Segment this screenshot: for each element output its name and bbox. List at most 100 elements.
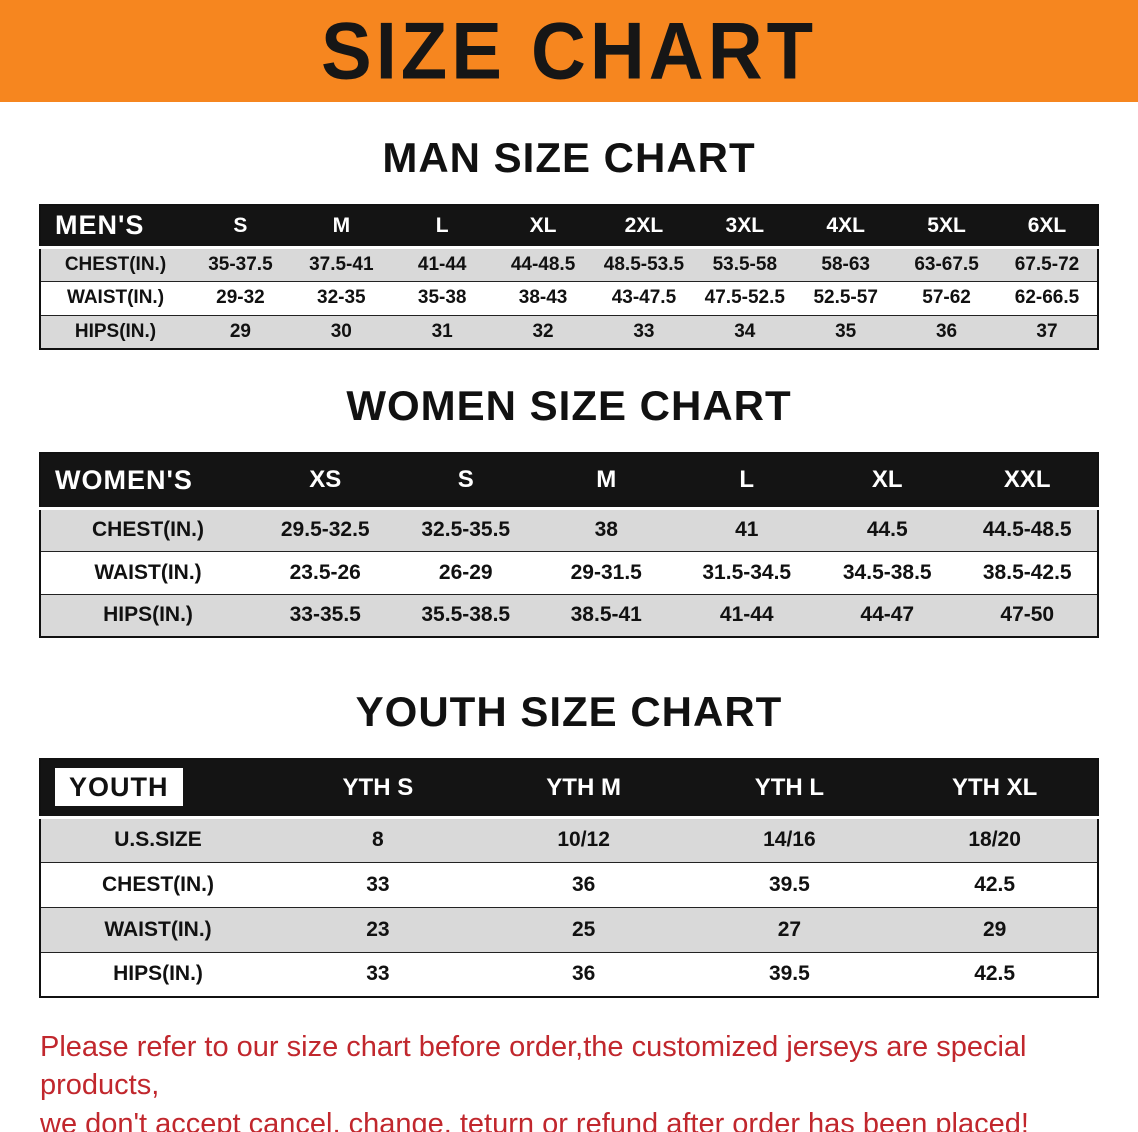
size-column-header: YTH S xyxy=(275,759,481,819)
measurement-row: HIPS(IN.) 33-35.5 35.5-38.5 38.5-41 41-44 44-… xyxy=(40,594,1098,637)
size-value-cell: 34.5-38.5 xyxy=(842,560,932,584)
size-column-header: M xyxy=(290,205,392,249)
size-value-cell: 58-63 xyxy=(821,253,870,275)
row-label: CHEST(IN.) xyxy=(92,518,204,541)
row-label: HIPS(IN.) xyxy=(74,320,157,342)
row-label: HIPS(IN.) xyxy=(103,603,193,627)
size-value-cell: 44.5-48.5 xyxy=(982,518,1072,541)
size-value-cell: 10/12 xyxy=(557,828,610,851)
size-value-cell: 29.5-32.5 xyxy=(280,518,370,541)
size-column-header: YTH XL xyxy=(892,759,1098,819)
size-value-cell: 39.5 xyxy=(768,872,810,896)
size-value-cell: 37.5-41 xyxy=(309,253,374,275)
size-value-cell: 29 xyxy=(982,917,1007,941)
size-chart-banner: SIZE CHART xyxy=(0,0,1138,102)
measurement-row: WAIST(IN.) 29-32 32-35 35-38 38-43 43-47.5 47.… xyxy=(40,281,1098,315)
row-label: CHEST(IN.) xyxy=(102,872,214,896)
size-column-header: 6XL xyxy=(997,205,1098,249)
size-value-cell: 25 xyxy=(571,917,596,941)
men-header-row: MEN'S S M L XL 2XL 3XL 4XL 5XL 6XL xyxy=(40,205,1098,249)
size-value-cell: 41 xyxy=(735,518,759,541)
size-column-header: L xyxy=(676,453,817,510)
size-value-cell: 62-66.5 xyxy=(1014,287,1080,308)
size-value-cell: 32.5-35.5 xyxy=(421,518,511,541)
size-value-cell: 44.5 xyxy=(866,518,908,541)
size-value-cell: 38.5-42.5 xyxy=(982,560,1072,584)
size-value-cell: 23.5-26 xyxy=(289,560,361,584)
measurement-row: HIPS(IN.) 33 36 39.5 42.5 xyxy=(40,952,1098,997)
size-column-header: XL xyxy=(817,453,958,510)
size-value-cell: 43-47.5 xyxy=(611,287,677,308)
size-value-cell: 18/20 xyxy=(968,828,1021,851)
size-value-cell: 27 xyxy=(777,917,802,941)
size-value-cell: 33 xyxy=(633,320,655,342)
size-value-cell: 42.5 xyxy=(974,962,1016,986)
size-column-header: XS xyxy=(255,453,396,510)
size-value-cell: 44-47 xyxy=(860,603,915,627)
size-value-cell: 35.5-38.5 xyxy=(421,603,511,627)
size-value-cell: 32-35 xyxy=(317,287,366,308)
size-value-cell: 31 xyxy=(431,320,453,342)
size-value-cell: 8 xyxy=(372,828,384,851)
size-value-cell: 42.5 xyxy=(974,872,1016,896)
man-size-chart-heading: MAN SIZE CHART xyxy=(382,134,756,181)
measurement-row: WAIST(IN.) 23 25 27 29 xyxy=(40,907,1098,952)
size-column-header: 2XL xyxy=(593,205,695,249)
footer-disclaimer-line1: Please refer to our size chart before or… xyxy=(40,1031,1027,1102)
size-value-cell: 29-32 xyxy=(216,287,265,308)
size-value-cell: 52.5-57 xyxy=(813,287,878,308)
size-value-cell: 67.5-72 xyxy=(1014,253,1080,275)
size-column-header: XL xyxy=(492,205,594,249)
size-value-cell: 29 xyxy=(229,320,251,342)
women-corner-text: WOMEN'S xyxy=(55,464,193,495)
size-value-cell: 32 xyxy=(532,320,554,342)
measurement-row: CHEST(IN.) 35-37.5 37.5-41 41-44 44-48.5 48.5… xyxy=(40,247,1098,281)
row-label: CHEST(IN.) xyxy=(64,253,167,275)
size-column-header: XXL xyxy=(957,453,1098,510)
size-value-cell: 33 xyxy=(366,872,390,896)
size-column-header: YTH M xyxy=(480,759,687,819)
youth-corner-label: YOUTH xyxy=(40,759,275,819)
size-value-cell: 36 xyxy=(571,962,596,986)
size-value-cell: 34 xyxy=(734,320,756,342)
youth-size-chart-heading: YOUTH SIZE CHART xyxy=(355,688,783,735)
size-column-header: 4XL xyxy=(795,205,897,249)
size-value-cell: 37 xyxy=(1036,320,1058,342)
women-size-chart-heading: WOMEN SIZE CHART xyxy=(346,382,792,429)
women-size-table: WOMEN'S XS S M L XL XXL CHEST(IN.) 29.5-32.5 32.5… xyxy=(39,452,1099,638)
youth-size-table: YOUTH YTH S YTH M YTH L YTH XL U.S.SIZE 8 10/12… xyxy=(39,758,1099,998)
footer-disclaimer-line2: we don't accept cancel, change, teturn o… xyxy=(40,1107,1029,1132)
row-label: WAIST(IN.) xyxy=(104,917,212,941)
size-value-cell: 41-44 xyxy=(719,603,774,627)
size-value-cell: 41-44 xyxy=(417,253,467,275)
measurement-row: U.S.SIZE 8 10/12 14/16 18/20 xyxy=(40,817,1098,862)
size-value-cell: 35 xyxy=(835,320,857,342)
size-value-cell: 33 xyxy=(366,962,390,986)
row-label: HIPS(IN.) xyxy=(113,962,203,986)
measurement-row: WAIST(IN.) 23.5-26 26-29 29-31.5 31.5-34.5 34… xyxy=(40,551,1098,594)
size-value-cell: 29-31.5 xyxy=(570,560,642,584)
footer-disclaimer: Please refer to our size chart before or… xyxy=(40,1028,1100,1132)
youth-corner-text: YOUTH xyxy=(55,768,183,807)
size-column-header: S xyxy=(190,205,291,249)
size-value-cell: 47.5-52.5 xyxy=(704,287,785,308)
size-column-header: 3XL xyxy=(694,205,796,249)
size-value-cell: 36 xyxy=(571,872,596,896)
size-value-cell: 23 xyxy=(366,917,390,941)
size-value-cell: 39.5 xyxy=(768,962,810,986)
size-value-cell: 31.5-34.5 xyxy=(702,560,792,584)
women-corner-label: WOMEN'S xyxy=(40,453,255,510)
size-value-cell: 38.5-41 xyxy=(570,603,642,627)
men-corner-text: MEN'S xyxy=(55,210,145,241)
size-column-header: L xyxy=(391,205,493,249)
size-value-cell: 47-50 xyxy=(1000,603,1055,627)
row-label: WAIST(IN.) xyxy=(66,287,165,308)
size-value-cell: 53.5-58 xyxy=(712,253,778,275)
measurement-row: HIPS(IN.) 29 30 31 32 33 34 35 36 37 xyxy=(40,315,1098,349)
size-column-header: YTH L xyxy=(686,759,893,819)
size-value-cell: 35-38 xyxy=(417,287,467,308)
size-value-cell: 35-37.5 xyxy=(208,253,273,275)
size-value-cell: 38 xyxy=(594,518,618,541)
measurement-row: CHEST(IN.) 33 36 39.5 42.5 xyxy=(40,862,1098,907)
youth-header-row: YOUTH YTH S YTH M YTH L YTH XL xyxy=(40,759,1098,819)
